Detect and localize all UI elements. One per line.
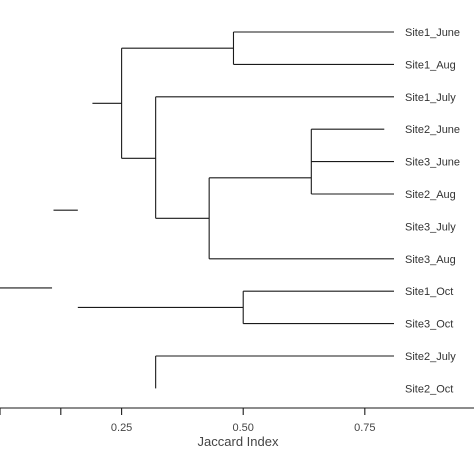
leaf-label: Site3_Oct	[405, 319, 453, 331]
x-axis-ticks: 0.25 0.50 0.75	[0, 408, 376, 434]
leaf-label: Site3_Aug	[405, 254, 456, 266]
leaf-label: Site1_June	[405, 27, 460, 39]
leaf-label: Site1_Oct	[405, 286, 453, 298]
leaf-label: Site2_June	[405, 124, 460, 136]
leaf-label: Site3_June	[405, 157, 460, 169]
x-tick-label: 0.50	[232, 422, 253, 434]
leaf-label: Site1_Aug	[405, 59, 456, 71]
dendrogram-branches	[0, 31, 394, 389]
leaf-label: Site3_July	[405, 221, 456, 233]
leaf-label: Site2_Aug	[405, 189, 456, 201]
leaf-label: Site1_July	[405, 92, 456, 104]
leaf-label: Site2_Oct	[405, 383, 453, 395]
x-tick-label: 0.75	[354, 422, 375, 434]
leaf-labels: Site1_June Site1_Aug Site1_July Site2_June S…	[405, 27, 460, 395]
leaf-label: Site2_July	[405, 351, 456, 363]
x-axis-title: Jaccard Index	[198, 434, 279, 449]
x-tick-label: 0.25	[111, 422, 132, 434]
